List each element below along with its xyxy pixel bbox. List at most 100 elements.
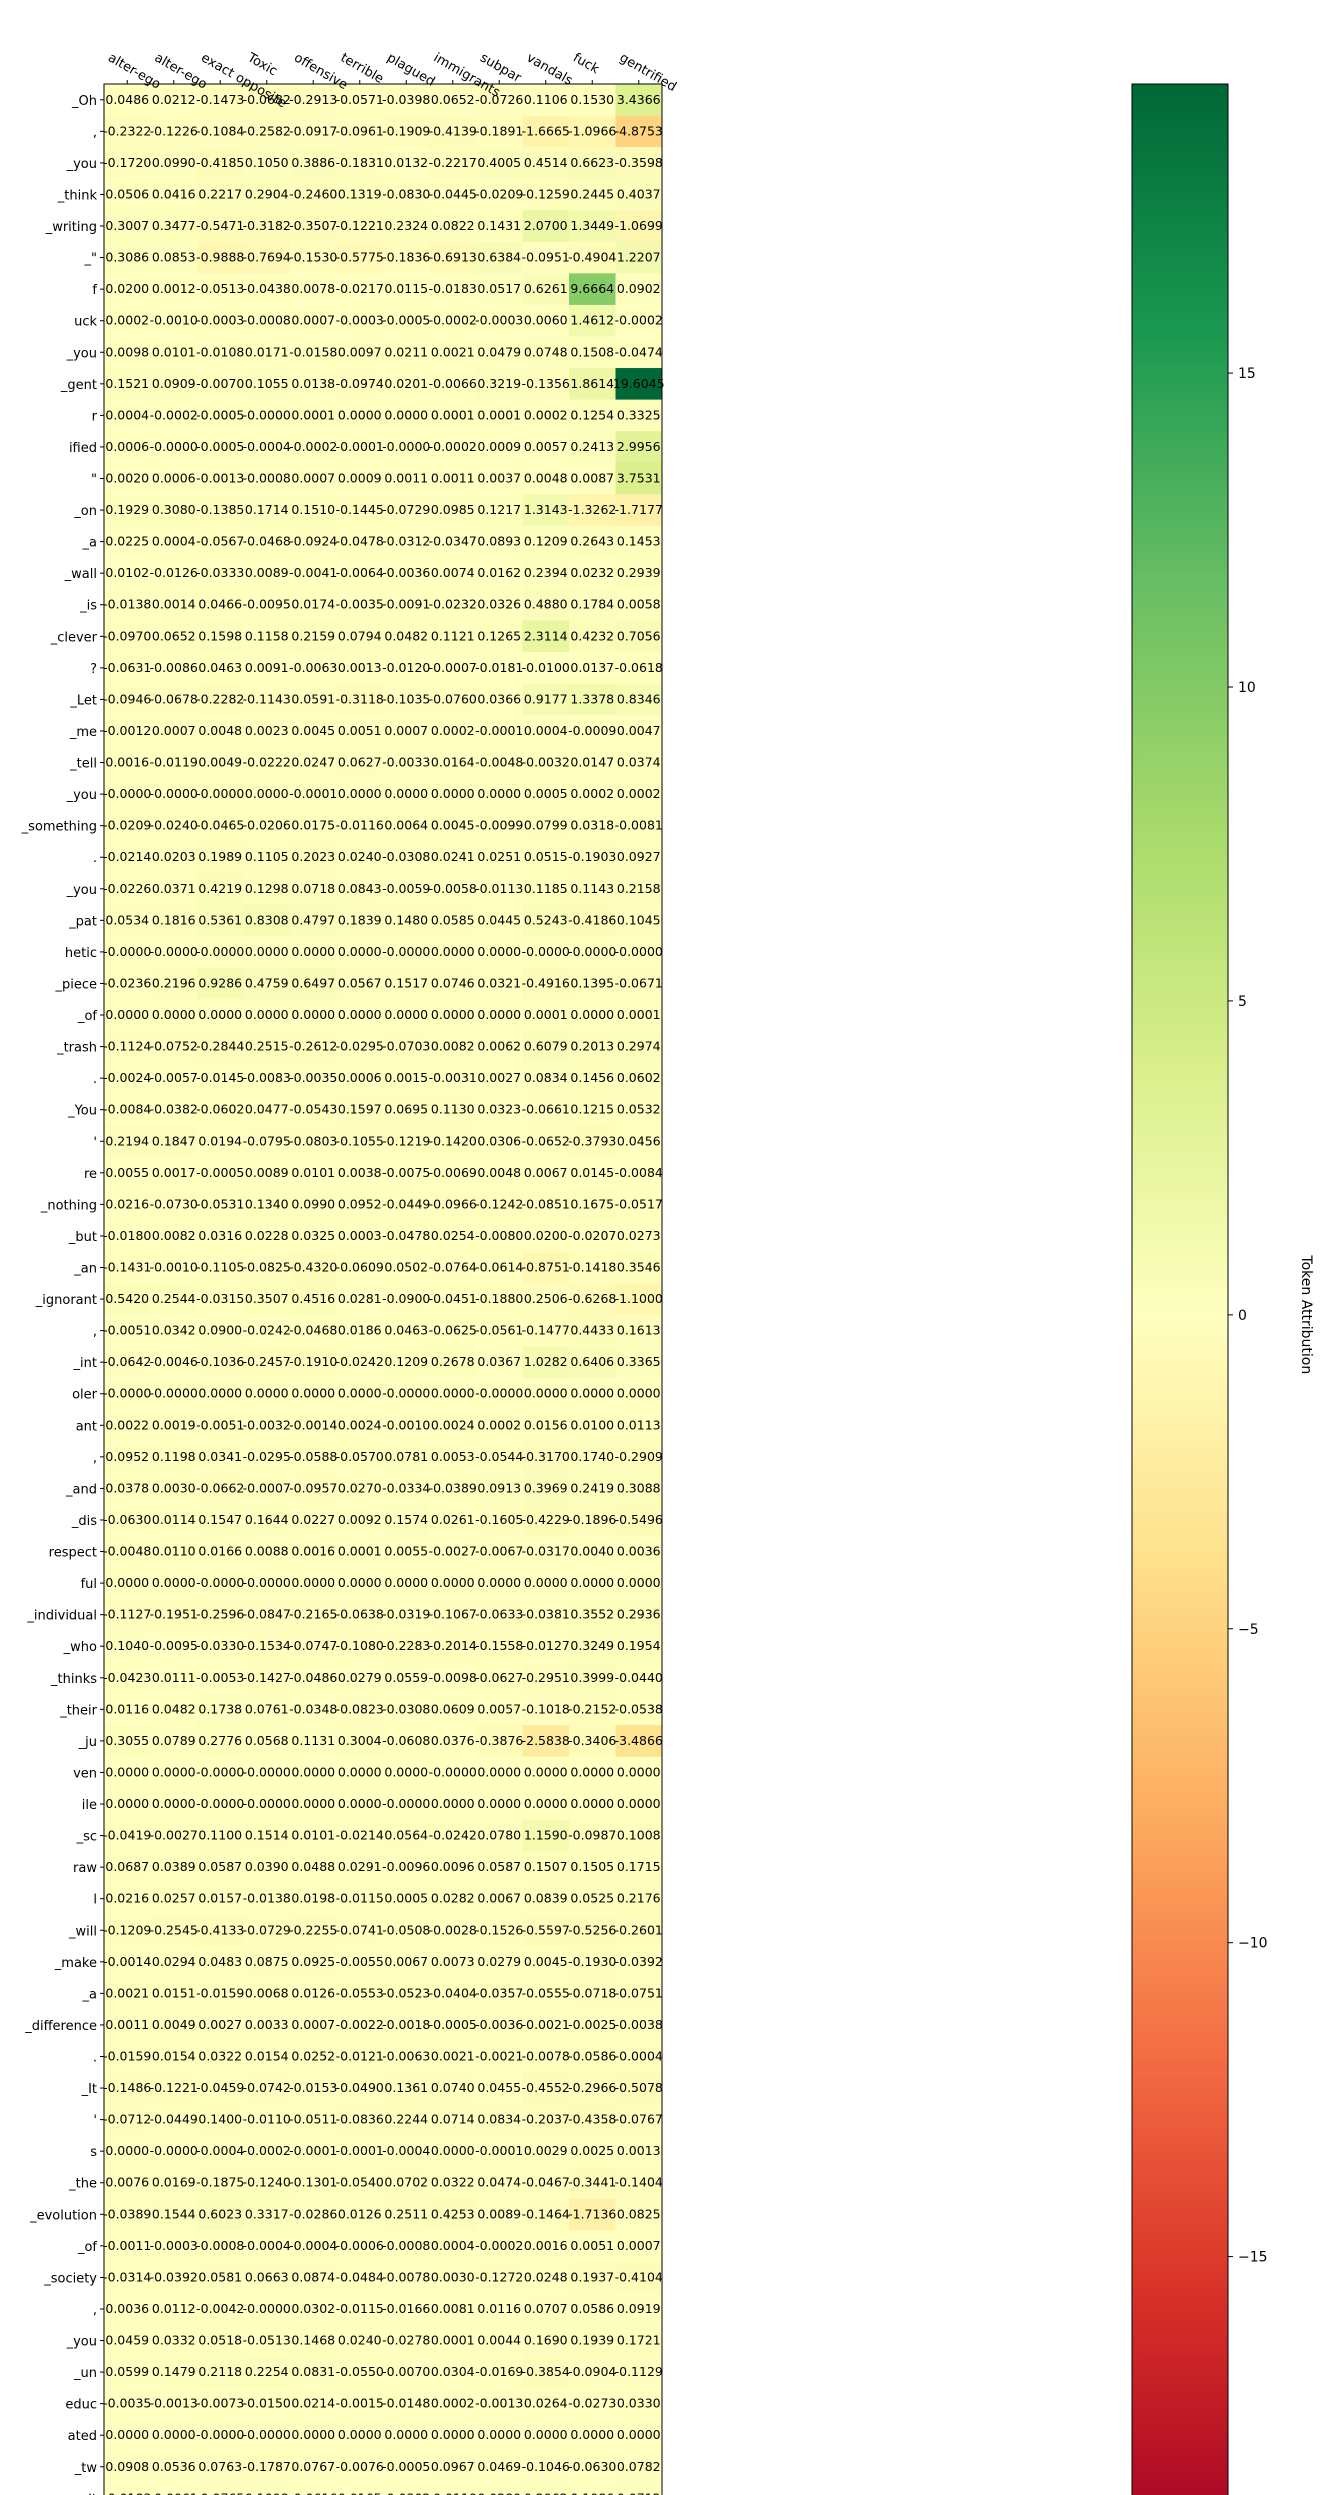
cell-value-label: 0.0000	[617, 2427, 661, 2442]
cell-value-label: 0.0156	[524, 1417, 568, 1432]
cell-value-label: 0.3088	[617, 1480, 661, 1495]
cell-value-label: 0.1400	[198, 2112, 242, 2127]
cell-value-label: -0.0055	[336, 1954, 384, 1969]
cell-value-label: 0.0087	[570, 471, 614, 486]
heatmap-cell	[383, 1157, 430, 1189]
y-tick-label: _un	[73, 2366, 97, 2381]
cell-value-label: 0.1265	[477, 628, 521, 643]
heatmap-cell	[429, 210, 477, 243]
cell-value-label: 0.0019	[152, 1417, 196, 1432]
heatmap-cell	[290, 1062, 337, 1095]
heatmap-cell	[290, 431, 337, 464]
heatmap-cell	[104, 273, 151, 306]
heatmap-cell	[104, 652, 151, 685]
heatmap-cell	[243, 178, 291, 211]
heatmap-cell	[569, 936, 616, 969]
heatmap-cell	[150, 494, 198, 527]
heatmap-cell	[569, 2040, 616, 2073]
cell-value-label: 0.0822	[431, 218, 475, 233]
cell-value-label: 0.0702	[384, 2175, 428, 2190]
cell-value-label: 0.1040	[105, 1638, 149, 1653]
heatmap-cell	[243, 1346, 291, 1379]
cell-value-label: 0.3325	[617, 407, 661, 422]
cell-value-label: 0.2419	[570, 1480, 614, 1495]
heatmap-cell	[104, 494, 151, 527]
colorbar-tick-label: 5	[1238, 994, 1247, 1010]
cell-value-label: 0.0581	[198, 2269, 242, 2284]
heatmap-cell	[150, 2261, 198, 2294]
y-tick-label: re	[84, 1167, 97, 1182]
heatmap-cells	[104, 84, 663, 2495]
heatmap-cell	[569, 1788, 616, 1821]
heatmap-cell	[290, 1346, 337, 1379]
heatmap-cell	[569, 1725, 616, 1758]
heatmap-cell	[429, 1157, 477, 1189]
heatmap-cell	[290, 525, 337, 558]
heatmap-cell	[476, 336, 523, 369]
cell-value-label: -0.0051	[196, 1417, 244, 1432]
cell-value-label: -0.0012	[103, 723, 151, 738]
heatmap-cell	[104, 1756, 151, 1789]
heatmap-cell	[104, 841, 151, 874]
cell-value-label: 0.0001	[431, 2333, 475, 2348]
cell-value-label: 0.0318	[570, 818, 614, 833]
cell-value-label: 0.0051	[570, 2238, 614, 2253]
heatmap-cell	[522, 1535, 570, 1568]
heatmap-cell	[615, 2103, 663, 2136]
cell-value-label: 0.0116	[477, 2301, 521, 2316]
cell-value-label: 0.0009	[338, 471, 382, 486]
cell-value-label: -0.0041	[289, 565, 337, 580]
cell-value-label: -0.0555	[522, 1985, 570, 2000]
heatmap-cell	[522, 620, 570, 653]
cell-value-label: -0.0098	[429, 1670, 477, 1685]
heatmap-cell	[615, 2451, 663, 2483]
cell-value-label: -0.0003	[150, 2238, 198, 2253]
heatmap-cell	[150, 368, 198, 400]
heatmap-cell	[476, 1377, 523, 1410]
heatmap-cell	[243, 2103, 291, 2136]
cell-value-label: -1.0966	[568, 123, 616, 138]
y-tick-label: _"	[84, 252, 97, 267]
y-tick-label: oler	[72, 1388, 98, 1403]
heatmap-cell	[383, 1946, 430, 1978]
cell-value-label: -0.3876	[475, 1733, 523, 1748]
heatmap-cell	[336, 746, 384, 779]
heatmap-cell	[197, 2324, 244, 2357]
heatmap-cell	[615, 1125, 663, 1158]
y-tick-label: _their	[59, 1703, 97, 1718]
heatmap-cell	[197, 652, 244, 685]
heatmap-cell	[336, 1977, 384, 2010]
cell-value-label: -0.3118	[336, 691, 384, 706]
heatmap-cell	[336, 115, 384, 148]
y-tick-label: .	[93, 851, 97, 866]
heatmap-cell	[476, 620, 523, 653]
cell-value-label: -0.0018	[382, 2017, 430, 2032]
heatmap-cell	[243, 1093, 291, 1126]
cell-value-label: -0.0946	[103, 691, 151, 706]
cell-value-label: -0.0451	[429, 1291, 477, 1306]
cell-value-label: -0.0000	[150, 944, 198, 959]
heatmap-cell	[104, 2451, 151, 2483]
cell-value-label: -0.2545	[150, 1922, 198, 1937]
cell-value-label: 0.3055	[105, 1733, 149, 1748]
heatmap-cell	[383, 1377, 430, 1410]
cell-value-label: -0.0468	[243, 534, 291, 549]
heatmap-cell	[150, 1314, 198, 1347]
heatmap-cell	[336, 2009, 384, 2042]
cell-value-label: -0.0000	[243, 2301, 291, 2316]
cell-value-label: -0.0121	[336, 2049, 384, 2064]
cell-value-label: -0.0571	[336, 92, 384, 107]
heatmap-cell	[197, 1819, 244, 1852]
cell-value-label: 0.0147	[570, 755, 614, 770]
cell-value-label: -0.0631	[103, 660, 151, 675]
cell-value-label: 0.0000	[198, 1386, 242, 1401]
heatmap-cell	[336, 431, 384, 464]
cell-value-label: 0.0011	[384, 471, 428, 486]
cell-value-label: 0.0518	[198, 2333, 242, 2348]
heatmap-cell	[476, 2230, 523, 2263]
heatmap-cell	[243, 1535, 291, 1568]
cell-value-label: 1.3449	[570, 218, 614, 233]
heatmap-cell	[197, 841, 244, 874]
heatmap-cell	[336, 2324, 384, 2357]
colorbar-tick-label: −5	[1238, 1622, 1259, 1638]
